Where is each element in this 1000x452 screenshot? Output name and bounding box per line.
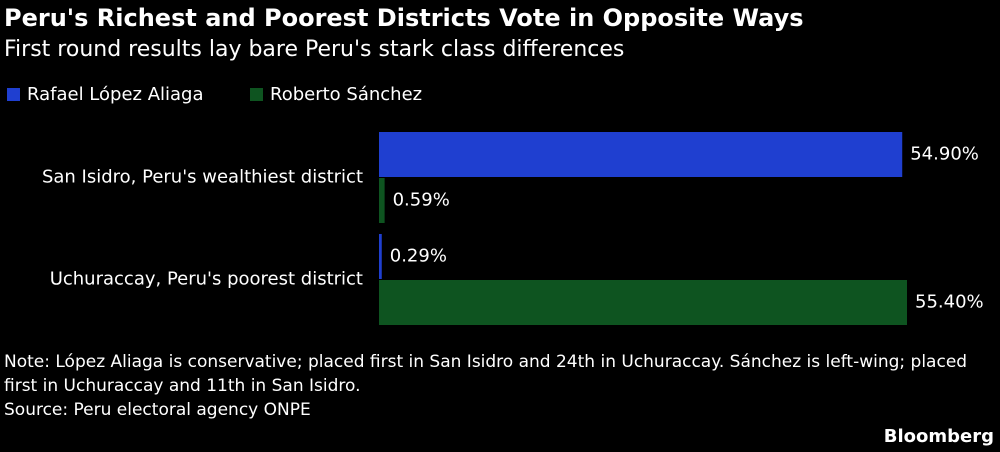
chart-title: Peru's Richest and Poorest Districts Vot… (4, 4, 804, 32)
bar (379, 132, 903, 177)
legend-label: Roberto Sánchez (270, 84, 422, 105)
bar (379, 280, 907, 325)
category-label: Uchuraccay, Peru's poorest district (50, 269, 363, 290)
legend-swatch (250, 88, 263, 101)
chart-subtitle: First round results lay bare Peru's star… (4, 37, 624, 62)
legend-swatch (7, 88, 20, 101)
value-label: 55.40% (915, 292, 984, 313)
category-label: San Isidro, Peru's wealthiest district (42, 167, 363, 188)
value-label: 0.29% (390, 246, 447, 267)
source: Source: Peru electoral agency ONPE (4, 400, 311, 420)
value-label: 54.90% (910, 144, 979, 165)
value-label: 0.59% (393, 190, 450, 211)
bar (379, 234, 382, 279)
brand: Bloomberg (883, 426, 994, 447)
legend-label: Rafael López Aliaga (27, 84, 204, 105)
note: Note: López Aliaga is conservative; plac… (4, 352, 968, 396)
bar (379, 178, 385, 223)
